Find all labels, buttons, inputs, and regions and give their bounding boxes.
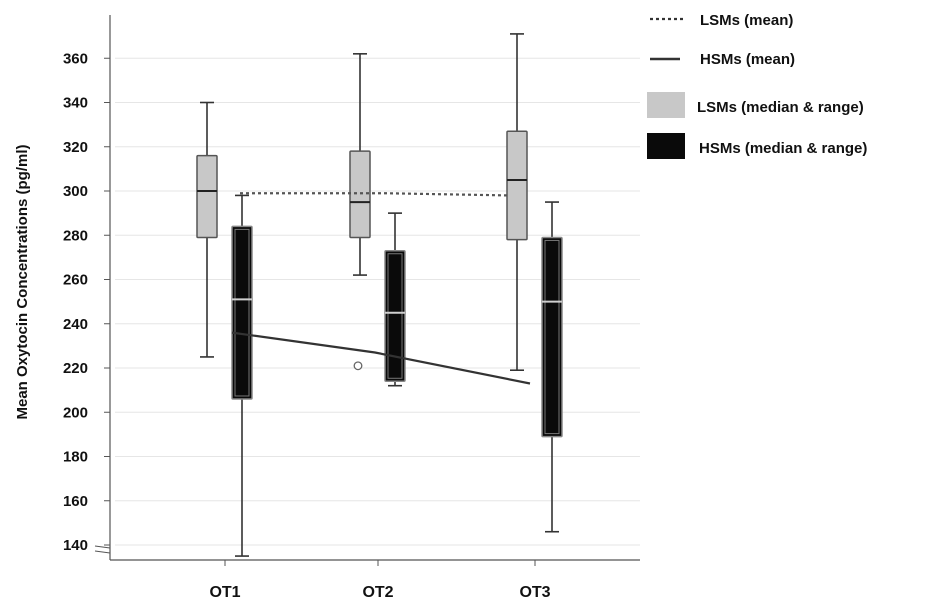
x-tick-label: OT3: [519, 584, 550, 601]
box-lsm: [506, 130, 528, 241]
mean-lines: [231, 192, 531, 385]
box-hsm: [231, 225, 253, 400]
y-tick-label: 160: [63, 493, 88, 510]
box-inner-border: [387, 253, 403, 379]
axis-break-mark: [94, 545, 111, 549]
legend-label: HSMs (median & range): [699, 140, 867, 157]
x-axis-ticks: OT1 OT2 OT3: [209, 560, 551, 601]
y-tick-label: 240: [63, 316, 88, 333]
hsm-mean-line: [231, 331, 531, 385]
box-hsm: [541, 236, 563, 438]
y-tick-label: 360: [63, 50, 88, 67]
box-inner-border: [544, 239, 560, 435]
y-tick-label: 220: [63, 360, 88, 377]
y-tick-label: 280: [63, 227, 88, 244]
box-lsm: [349, 150, 371, 239]
y-axis-title: Mean Oxytocin Concentrations (pg/ml): [14, 144, 31, 419]
y-axis-ticks: 140 160 180 200 220 240 260 280 300 320 340 360: [63, 50, 110, 554]
axis-break-mark: [94, 550, 111, 554]
box-lsm: [196, 154, 218, 239]
legend-label: LSMs (median & range): [697, 99, 864, 116]
y-tick-label: 140: [63, 537, 88, 554]
y-tick-label: 320: [63, 139, 88, 156]
y-tick-label: 180: [63, 449, 88, 466]
legend-label: LSMs (mean): [700, 12, 793, 29]
box-inner-border: [234, 228, 250, 397]
axes: [94, 15, 640, 561]
lsm-mean-line: [240, 192, 509, 197]
y-tick-label: 300: [63, 183, 88, 200]
x-tick-label: OT2: [362, 584, 393, 601]
legend: LSMs (mean) HSMs (mean) LSMs (median & ran…: [647, 12, 867, 159]
outlier-point: [353, 361, 363, 371]
legend-label: HSMs (mean): [700, 51, 795, 68]
y-tick-label: 200: [63, 404, 88, 421]
box-hsm: [384, 249, 406, 383]
box-plots: [196, 33, 563, 557]
legend-gray-box: [647, 92, 685, 118]
x-tick-label: OT1: [209, 584, 240, 601]
legend-black-box: [647, 133, 685, 159]
y-tick-label: 340: [63, 95, 88, 112]
y-tick-label: 260: [63, 272, 88, 289]
